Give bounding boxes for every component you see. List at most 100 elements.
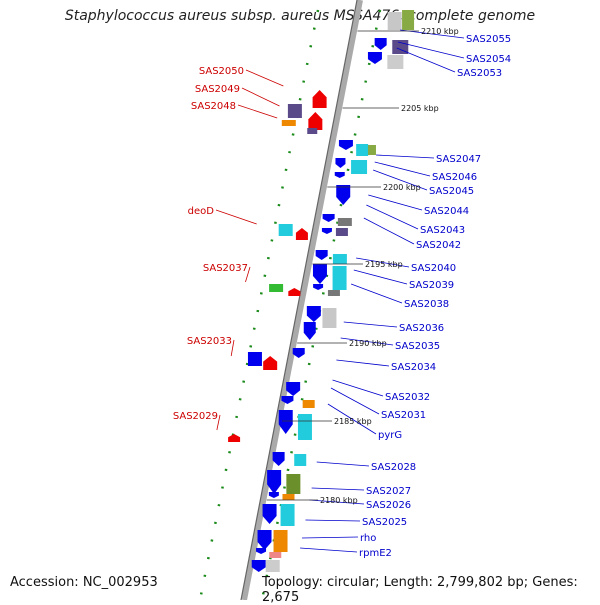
gene-feature-box (387, 55, 404, 69)
right-label-leader (366, 204, 419, 230)
gene-feature-box (282, 494, 295, 500)
gene-feature-box (287, 104, 302, 118)
leader-layer (215, 29, 465, 553)
left-label-leader (241, 87, 280, 107)
right-gene-label[interactable]: SAS2027 (366, 486, 411, 497)
gene-feature-box (327, 290, 340, 296)
gene-arrow-forward (272, 452, 285, 466)
gene-arrow-forward (322, 214, 335, 222)
gene-feature-box (322, 308, 337, 328)
right-gene-label[interactable]: SAS2038 (404, 299, 449, 310)
right-label-leader (353, 269, 408, 285)
right-gene-label[interactable]: SAS2035 (395, 341, 440, 352)
right-label-leader (350, 283, 403, 304)
gene-feature-box (302, 400, 315, 408)
left-label-leader (216, 414, 221, 431)
left-gene-label[interactable]: SAS2037 (203, 263, 248, 274)
gene-feature-box (273, 530, 288, 552)
gene-feature-box (387, 12, 402, 30)
left-label-leader (215, 209, 257, 225)
gene-arrow-forward (303, 322, 316, 340)
right-label-leader (343, 321, 398, 328)
right-gene-label[interactable]: SAS2045 (429, 186, 474, 197)
gene-arrow-forward (267, 470, 282, 494)
right-gene-label[interactable]: pyrG (378, 430, 402, 441)
gene-feature-box (286, 474, 301, 494)
right-gene-label[interactable]: SAS2032 (385, 392, 430, 403)
gene-arrow-reverse (308, 112, 323, 130)
right-label-leader (356, 257, 410, 268)
scale-tick-label: 2205 kbp (401, 104, 439, 113)
gene-feature-box (247, 352, 262, 366)
left-gene-label[interactable]: SAS2033 (187, 336, 232, 347)
gene-arrow-forward (286, 382, 301, 396)
left-gene-label[interactable]: SAS2049 (195, 84, 240, 95)
gene-arrow-forward (257, 530, 272, 550)
gene-arrow-reverse (228, 434, 241, 442)
right-gene-label[interactable]: SAS2042 (416, 240, 461, 251)
gene-arrow-forward (336, 185, 351, 205)
right-label-leader (301, 536, 359, 539)
gene-feature-box (367, 145, 376, 155)
right-gene-label[interactable]: SAS2055 (466, 34, 511, 45)
gene-arrow-reverse (288, 288, 301, 296)
map-title: Staphylococcus aureus subsp. aureus MSSA… (64, 8, 536, 24)
left-gene-label[interactable]: SAS2050 (199, 66, 244, 77)
gene-arrow-forward (374, 38, 387, 50)
right-gene-label[interactable]: SAS2046 (432, 172, 477, 183)
gene-arrow-forward (251, 560, 266, 572)
right-gene-label[interactable]: SAS2044 (424, 206, 469, 217)
gene-feature-box (281, 120, 296, 126)
labels-layer: SAS2055 SAS2054 SAS2053 SAS2047 SAS2046 SAS20… (173, 34, 511, 559)
gene-feature-box (356, 144, 369, 156)
right-gene-label[interactable]: SAS2025 (362, 517, 407, 528)
right-gene-label[interactable]: SAS2054 (466, 54, 511, 65)
right-label-leader (374, 161, 431, 177)
right-label-leader (305, 519, 361, 522)
right-label-leader (376, 154, 435, 159)
left-gene-label[interactable]: deoD (188, 206, 215, 217)
left-label-leader (237, 104, 278, 119)
scale-tick-label: 2190 kbp (349, 339, 387, 348)
backbone-ring-edge (240, 0, 358, 600)
gene-arrow-forward (321, 228, 332, 234)
gene-arrow-reverse (263, 356, 278, 370)
gene-feature-box (337, 218, 352, 226)
right-gene-label[interactable]: SAS2028 (371, 462, 416, 473)
gene-arrow-forward (268, 492, 279, 498)
left-label-leader (245, 69, 284, 87)
right-gene-label[interactable]: SAS2034 (391, 362, 436, 373)
gene-arrow-forward (256, 548, 267, 554)
scale-tick-label: 2200 kbp (383, 183, 421, 192)
right-label-leader (397, 41, 465, 59)
right-label-leader (330, 387, 380, 415)
right-gene-label[interactable]: SAS2036 (399, 323, 444, 334)
right-gene-label[interactable]: SAS2047 (436, 154, 481, 165)
right-gene-label[interactable]: SAS2040 (411, 263, 456, 274)
left-gene-label[interactable]: SAS2029 (173, 411, 218, 422)
gene-arrow-forward (313, 284, 324, 290)
right-gene-label[interactable]: SAS2026 (366, 500, 411, 511)
gene-feature-box (332, 254, 347, 264)
right-gene-label[interactable]: SAS2053 (457, 68, 502, 79)
right-gene-label[interactable]: rpmE2 (359, 548, 392, 559)
right-label-leader (300, 547, 358, 553)
right-gene-label[interactable]: SAS2031 (381, 410, 426, 421)
right-gene-label[interactable]: SAS2043 (420, 225, 465, 236)
right-gene-label[interactable]: SAS2039 (409, 280, 454, 291)
gene-arrow-forward (334, 172, 345, 178)
gene-arrow-reverse (312, 90, 327, 108)
gene-arrow-forward (335, 158, 346, 168)
left-gene-label[interactable]: SAS2048 (191, 101, 236, 112)
gene-arrow-forward (312, 264, 327, 284)
right-gene-label[interactable]: rho (360, 533, 376, 544)
gene-feature-box (307, 128, 318, 134)
gene-feature-box (280, 504, 295, 526)
topology-label: Topology: circular; Length: 2,799,802 bp… (262, 575, 578, 605)
gene-arrow-forward (278, 410, 293, 434)
gene-feature-box (402, 10, 415, 30)
gene-arrow-reverse (295, 228, 308, 240)
scale-tick-label: 2180 kbp (320, 496, 358, 505)
scale-tick-label: 2210 kbp (421, 27, 459, 36)
